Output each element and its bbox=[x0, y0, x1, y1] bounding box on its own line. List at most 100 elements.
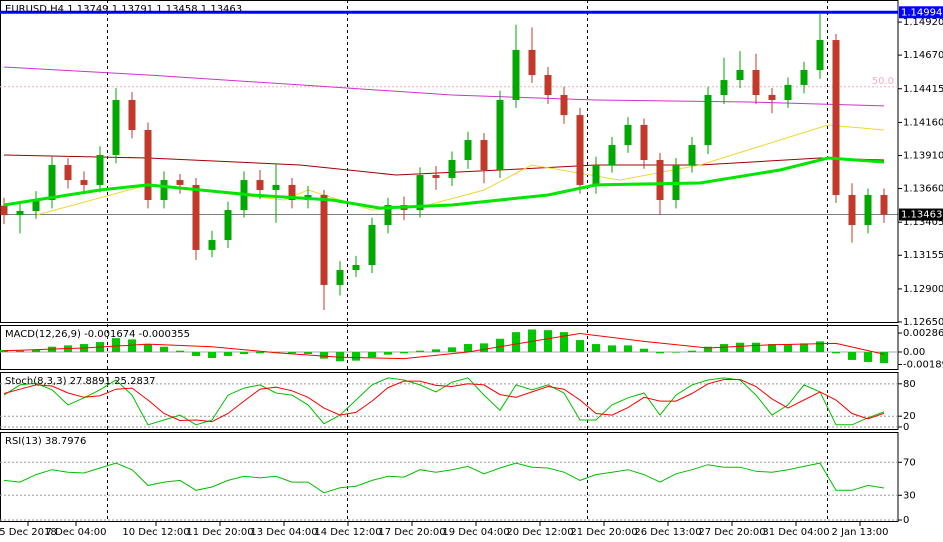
candle-body bbox=[64, 165, 72, 181]
histogram-bar bbox=[368, 352, 376, 358]
pane-title: MACD(12,26,9) -0.001674 -0.000355 bbox=[5, 329, 190, 340]
pane-border bbox=[0, 0, 899, 323]
y-tick-label: 0 bbox=[903, 422, 909, 433]
x-tick-label: 14 Dec 12:00 bbox=[314, 527, 381, 538]
candle-body bbox=[848, 194, 856, 225]
series-line bbox=[3, 156, 885, 210]
histogram-bar bbox=[736, 342, 744, 352]
candle-body bbox=[704, 94, 712, 146]
histogram-bar bbox=[464, 344, 472, 352]
y-tick-label: 1.13910 bbox=[903, 150, 943, 161]
histogram-bar bbox=[160, 346, 168, 352]
candle-body bbox=[208, 240, 216, 250]
candle-body bbox=[160, 180, 168, 201]
candle-body bbox=[816, 40, 824, 71]
histogram-bar bbox=[832, 352, 840, 354]
y-tick-label: 1.12650 bbox=[903, 317, 943, 328]
period-separators bbox=[107, 0, 828, 522]
x-tick-label: 5 Dec 2018 bbox=[0, 527, 57, 538]
x-tick-label: 7 Dec 04:00 bbox=[46, 527, 107, 538]
candle-body bbox=[608, 145, 616, 166]
candle-body bbox=[352, 265, 360, 271]
histogram-bar bbox=[352, 352, 360, 361]
histogram-bar bbox=[784, 344, 792, 352]
histogram-bar bbox=[0, 350, 8, 352]
histogram-bar bbox=[320, 352, 328, 359]
histogram-bar bbox=[240, 352, 248, 354]
candle-body bbox=[112, 100, 120, 155]
histogram-bar bbox=[496, 338, 504, 352]
histogram-bar bbox=[528, 329, 536, 352]
x-tick-label: 21 Dec 20:00 bbox=[570, 527, 637, 538]
y-tick-label: 0.002865 bbox=[903, 328, 943, 339]
histogram-bar bbox=[288, 352, 296, 354]
candle-body bbox=[688, 145, 696, 166]
candle-body bbox=[720, 80, 728, 95]
candle-body bbox=[528, 49, 536, 76]
candle-body bbox=[640, 124, 648, 160]
candle-body bbox=[32, 200, 40, 211]
histogram-bar bbox=[336, 352, 344, 362]
x-tick-label: 31 Dec 04:00 bbox=[762, 527, 829, 538]
candle-body bbox=[592, 165, 600, 185]
candle-body bbox=[544, 75, 552, 95]
x-tick-label: 19 Dec 04:00 bbox=[442, 527, 509, 538]
y-tick-label: 0 bbox=[903, 515, 909, 526]
candle-body bbox=[368, 224, 376, 266]
candle-body bbox=[416, 175, 424, 211]
candle-body bbox=[480, 140, 488, 171]
y-tick-label: 1.14160 bbox=[903, 117, 943, 128]
series-line bbox=[35, 124, 885, 216]
histogram-bar bbox=[864, 352, 872, 362]
y-tick-label: 20 bbox=[903, 411, 916, 422]
candle-body bbox=[272, 184, 280, 190]
x-tick-label: 20 Dec 12:00 bbox=[506, 527, 573, 538]
candle-body bbox=[448, 159, 456, 178]
series-line bbox=[3, 66, 885, 107]
candle-body bbox=[256, 180, 264, 190]
histogram-bar bbox=[224, 352, 232, 356]
price-label-box bbox=[899, 208, 943, 221]
histogram-bar bbox=[144, 344, 152, 352]
x-tick-label: 27 Dec 20:00 bbox=[698, 527, 765, 538]
candle-body bbox=[832, 40, 840, 195]
histogram-bar bbox=[640, 348, 648, 352]
histogram-bar bbox=[304, 352, 312, 354]
histogram-bar bbox=[256, 352, 264, 354]
series-line bbox=[3, 462, 885, 494]
candle-body bbox=[384, 205, 392, 225]
histogram-bar bbox=[176, 350, 184, 352]
candle-body bbox=[864, 194, 872, 225]
y-tick-label: 1.13155 bbox=[903, 250, 943, 261]
candle-body bbox=[800, 70, 808, 85]
y-tick-label: 1.13405 bbox=[903, 217, 943, 228]
histogram-bar bbox=[208, 352, 216, 358]
histogram-bar bbox=[656, 352, 664, 354]
histogram-bar bbox=[112, 338, 120, 352]
x-tick-label: 11 Dec 20:00 bbox=[186, 527, 253, 538]
candle-body bbox=[880, 194, 888, 215]
histogram-bar bbox=[720, 344, 728, 352]
histogram-bar bbox=[480, 343, 488, 352]
histogram-bar bbox=[576, 340, 584, 352]
histogram-bar bbox=[592, 344, 600, 352]
histogram-bar bbox=[544, 330, 552, 352]
histogram-bar bbox=[512, 332, 520, 352]
price-label-box bbox=[899, 6, 943, 19]
x-tick-label: 13 Dec 04:00 bbox=[250, 527, 317, 538]
candle-body bbox=[144, 129, 152, 201]
candle-body bbox=[128, 100, 136, 130]
histogram-bar bbox=[560, 332, 568, 352]
pane-title: Stoch(8,3,3) 27.8891 25.2837 bbox=[5, 376, 156, 387]
histogram-bar bbox=[768, 344, 776, 352]
x-tick-label: 17 Dec 20:00 bbox=[378, 527, 445, 538]
pane-border bbox=[0, 372, 899, 430]
histogram-bar bbox=[432, 349, 440, 352]
histogram-bar bbox=[192, 352, 200, 356]
histogram-bar bbox=[416, 350, 424, 352]
candle-body bbox=[336, 270, 344, 285]
candle-body bbox=[624, 124, 632, 146]
y-tick-label: 80 bbox=[903, 379, 916, 390]
candle-body bbox=[512, 49, 520, 101]
